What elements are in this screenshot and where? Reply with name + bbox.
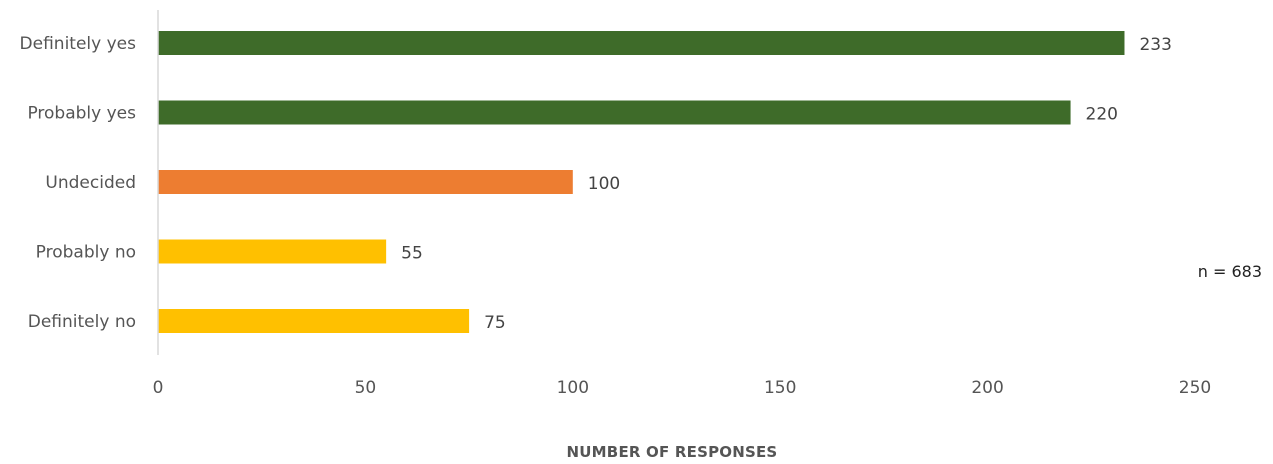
x-tick-label-150: 150 (764, 378, 796, 398)
x-tick-label-250: 250 (1179, 378, 1211, 398)
bar-probably-yes (158, 100, 1071, 125)
bars-layer (158, 31, 1125, 333)
x-tick-labels: 0 50 100 150 200 250 (153, 378, 1212, 398)
bar-definitely-no (158, 309, 470, 333)
data-label-definitely-yes: 233 (1139, 35, 1171, 55)
x-tick-label-100: 100 (557, 378, 589, 398)
sample-size-annotation: n = 683 (1198, 262, 1262, 281)
data-label-definitely-no: 75 (484, 313, 506, 333)
category-label-probably-yes: Probably yes (27, 104, 136, 124)
bar-undecided (158, 170, 573, 194)
category-label-definitely-yes: Definitely yes (20, 34, 137, 54)
data-label-undecided: 100 (588, 174, 620, 194)
category-label-definitely-no: Definitely no (28, 312, 136, 332)
data-label-probably-no: 55 (401, 244, 423, 264)
bar-probably-no (158, 239, 387, 264)
x-tick-label-50: 50 (355, 378, 377, 398)
x-tick-label-200: 200 (971, 378, 1003, 398)
x-axis-title: NUMBER OF RESPONSES (567, 443, 778, 461)
category-label-probably-no: Probably no (36, 243, 136, 263)
data-label-probably-yes: 220 (1086, 105, 1118, 125)
bar-definitely-yes (158, 31, 1125, 55)
category-labels: Definitely yes Probably yes Undecided Proba… (20, 34, 137, 332)
data-labels: 233 220 100 55 75 (401, 35, 1172, 333)
x-tick-label-0: 0 (153, 378, 164, 398)
category-label-undecided: Undecided (45, 173, 136, 193)
